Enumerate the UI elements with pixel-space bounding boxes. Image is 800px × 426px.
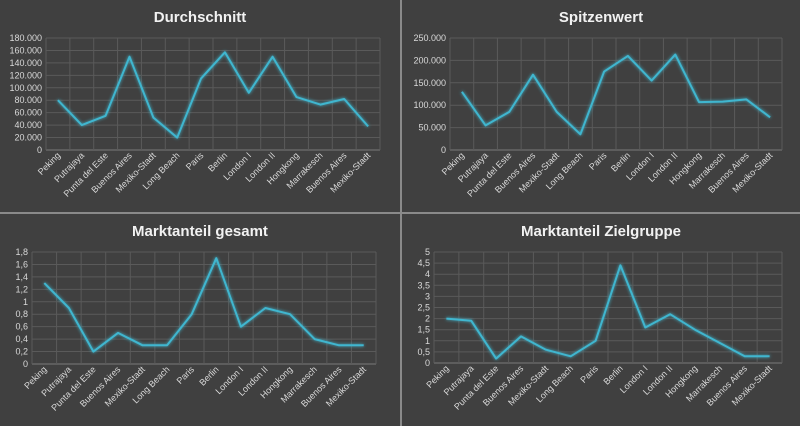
- y-tick-label: 2: [425, 314, 430, 324]
- y-tick-label: 5: [425, 247, 430, 257]
- y-tick-label: 1,2: [15, 284, 28, 294]
- chart-svg: Spitzenwert 0 50.000 100.000 150.000 200.000 2…: [413, 9, 783, 199]
- y-tick-label: 2,5: [417, 303, 430, 313]
- x-tick-label: Berlin: [601, 363, 624, 386]
- y-tick-label: 200.000: [413, 55, 446, 65]
- chart-panel-spitzenwert: Spitzenwert 0 50.000 100.000 150.000 200.000 2…: [402, 0, 800, 212]
- chart-title: Marktanteil gesamt: [132, 223, 268, 240]
- y-tick-label: 0,6: [15, 322, 28, 332]
- y-tick-label: 0,8: [15, 309, 28, 319]
- series-line: [57, 51, 369, 139]
- y-tick-label: 3,5: [417, 280, 430, 290]
- y-tick-label: 1,5: [417, 325, 430, 335]
- y-tick-label: 80.000: [14, 95, 42, 105]
- y-tick-label: 20.000: [14, 133, 42, 143]
- y-tick-label: 1: [425, 336, 430, 346]
- y-tick-label: 0,5: [417, 347, 430, 357]
- series-line: [43, 257, 364, 353]
- y-tick-label: 100.000: [413, 100, 446, 110]
- y-tick-label: 60.000: [14, 108, 42, 118]
- y-tick-label: 1,6: [15, 259, 28, 269]
- x-tick-label: Paris: [175, 364, 197, 386]
- chart-title: Spitzenwert: [559, 9, 643, 26]
- chart-panel-marktanteil-gesamt: Marktanteil gesamt 0 0,2 0,4 0,6 0,8 1 1,2 1,4 1,…: [0, 214, 400, 426]
- chart-title: Durchschnitt: [154, 9, 247, 26]
- y-tick-label: 0: [37, 145, 42, 155]
- series-line: [461, 53, 771, 136]
- y-tick-label: 0,2: [15, 347, 28, 357]
- chart-svg: Marktanteil Zielgruppe 00,511,522,5 33,544…: [417, 223, 783, 412]
- series-line: [446, 264, 770, 360]
- y-tick-label: 250.000: [413, 33, 446, 43]
- x-tick-label: Paris: [587, 150, 609, 172]
- y-tick-label: 40.000: [14, 120, 42, 130]
- chart-svg: Durchschnitt 0 20.000 40.000 60.000 80.000 100…: [9, 9, 381, 199]
- chart-svg: Marktanteil gesamt 0 0,2 0,4 0,6 0,8 1 1,2 1,4 1,…: [15, 223, 377, 413]
- y-tick-label: 1,8: [15, 247, 28, 257]
- y-tick-label: 0: [23, 359, 28, 369]
- y-tick-label: 0: [425, 358, 430, 368]
- x-tick-label: Paris: [184, 150, 206, 172]
- y-tick-label: 120.000: [9, 70, 42, 80]
- y-tick-label: 180.000: [9, 33, 42, 43]
- y-tick-label: 4,5: [417, 258, 430, 268]
- y-tick-label: 3: [425, 291, 430, 301]
- y-tick-label: 140.000: [9, 58, 42, 68]
- chart-panel-durchschnitt: Durchschnitt 0 20.000 40.000 60.000 80.000 100…: [0, 0, 400, 212]
- y-tick-label: 50.000: [418, 123, 446, 133]
- horizontal-divider: [0, 212, 800, 214]
- chart-title: Marktanteil Zielgruppe: [521, 223, 681, 240]
- y-tick-label: 1: [23, 297, 28, 307]
- y-tick-label: 0: [441, 145, 446, 155]
- y-tick-label: 4: [425, 269, 430, 279]
- chart-panel-marktanteil-zielgruppe: Marktanteil Zielgruppe 0 0,5 1 1,5 2 2,5 3 3,5 4 4…: [402, 214, 800, 426]
- y-tick-label: 1,4: [15, 272, 28, 282]
- x-tick-label: Paris: [578, 363, 600, 385]
- y-tick-label: 160.000: [9, 45, 42, 55]
- y-tick-label: 0,4: [15, 334, 28, 344]
- y-tick-label: 100.000: [9, 83, 42, 93]
- y-tick-label: 150.000: [413, 78, 446, 88]
